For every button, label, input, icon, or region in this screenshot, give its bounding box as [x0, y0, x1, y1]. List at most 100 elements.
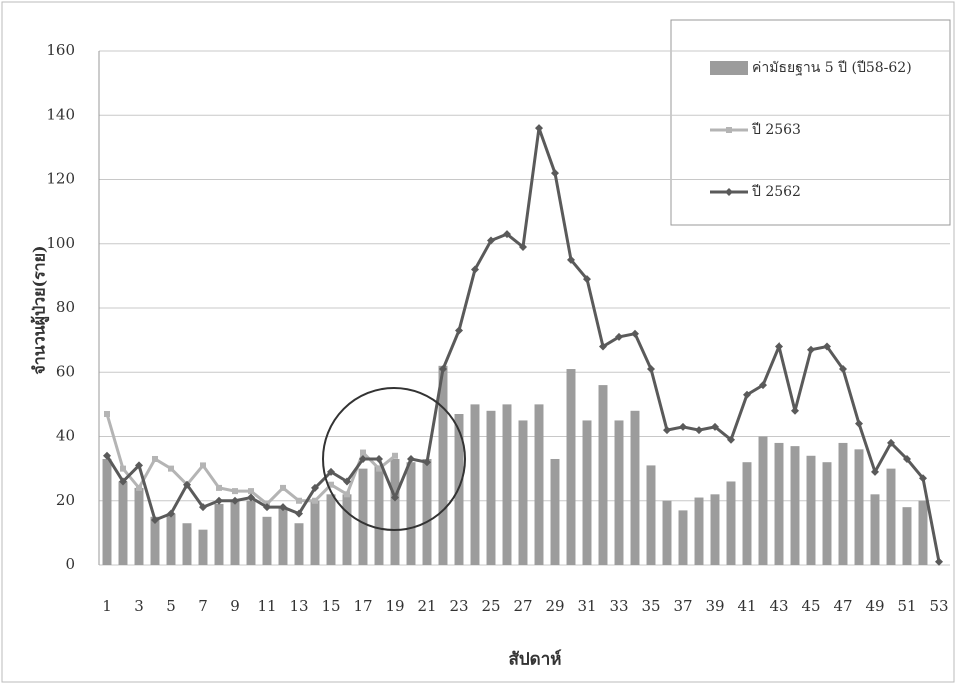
bar [790, 446, 800, 565]
line-marker [103, 451, 111, 460]
line-marker [647, 365, 655, 374]
bar [406, 462, 416, 565]
y-tick-label: 0 [65, 555, 75, 573]
bar [550, 458, 560, 565]
x-tick-label: 15 [321, 597, 340, 615]
line-marker [375, 454, 383, 463]
line-marker [183, 480, 191, 489]
x-tick-label: 49 [865, 597, 884, 615]
bar [166, 513, 176, 565]
legend-label: ปี 2563 [752, 122, 801, 138]
line-marker [263, 503, 271, 512]
x-tick-label: 39 [705, 597, 724, 615]
line-marker [663, 426, 671, 435]
bar [502, 404, 512, 565]
bar [262, 516, 272, 565]
y-tick-label: 60 [56, 362, 75, 380]
bar [806, 455, 816, 565]
line-marker [168, 465, 174, 472]
y-axis-title: จำนวนผู้ป่วย(ราย) [30, 245, 51, 374]
x-tick-label: 33 [609, 597, 628, 615]
line-marker [535, 124, 543, 133]
line-marker [343, 477, 351, 486]
bar [646, 465, 656, 565]
bar [566, 369, 576, 565]
line-marker [151, 516, 159, 525]
legend-label: ปี 2562 [752, 184, 801, 200]
y-tick-label: 20 [56, 491, 75, 509]
line-marker [823, 342, 831, 351]
line-marker [807, 345, 815, 354]
line-marker [679, 422, 687, 431]
line-marker [216, 484, 222, 491]
bar [630, 410, 640, 565]
bar [534, 404, 544, 565]
line-marker [407, 454, 415, 463]
bar [294, 523, 304, 565]
line-marker [759, 381, 767, 390]
y-tick-label: 160 [46, 41, 75, 59]
x-tick-label: 3 [134, 597, 144, 615]
bar [710, 494, 720, 565]
line-marker [231, 496, 239, 505]
bar [918, 500, 928, 565]
line-marker [104, 411, 110, 418]
line-marker [215, 496, 223, 505]
x-tick-label: 53 [929, 597, 948, 615]
bar [870, 494, 880, 565]
y-tick-label: 120 [46, 170, 75, 188]
line-marker [903, 454, 911, 463]
line-marker [360, 449, 366, 456]
line-marker [471, 265, 479, 274]
x-tick-label: 1 [102, 597, 112, 615]
y-tick-label: 140 [46, 105, 75, 123]
bar [134, 487, 144, 565]
bar [486, 410, 496, 565]
x-tick-label: 5 [166, 597, 176, 615]
bar [582, 420, 592, 565]
bar [214, 503, 224, 565]
x-tick-label: 41 [737, 597, 756, 615]
bar [422, 458, 432, 565]
x-tick-label: 7 [198, 597, 208, 615]
x-tick-label: 11 [257, 597, 276, 615]
x-tick-label: 47 [833, 597, 852, 615]
bar [742, 462, 752, 565]
line-marker [743, 390, 751, 399]
x-tick-label: 35 [641, 597, 660, 615]
x-tick-label: 27 [513, 597, 532, 615]
bar [374, 465, 384, 565]
bar [838, 442, 848, 565]
bar [518, 420, 528, 565]
bar [118, 481, 128, 565]
bar [390, 458, 400, 565]
line-marker [167, 509, 175, 518]
line-marker [296, 497, 302, 504]
bar [726, 481, 736, 565]
line-marker [725, 188, 733, 196]
bar [774, 442, 784, 565]
bar [470, 404, 480, 565]
line-marker [726, 127, 732, 133]
line-marker [919, 474, 927, 483]
annotation-circle [322, 387, 466, 531]
line-marker [328, 481, 334, 488]
bar [358, 468, 368, 565]
bar [102, 458, 112, 565]
x-tick-label: 19 [385, 597, 404, 615]
line-marker [327, 467, 335, 476]
bar [438, 365, 448, 565]
line-marker [120, 465, 126, 472]
bar [310, 500, 320, 565]
line-marker [152, 455, 158, 462]
bar [902, 507, 912, 565]
line-marker [247, 493, 255, 502]
line-marker [551, 169, 559, 178]
line-marker [583, 275, 591, 284]
x-tick-label: 31 [577, 597, 596, 615]
legend-swatch [710, 61, 748, 75]
bar [598, 385, 608, 565]
x-tick-label: 21 [417, 597, 436, 615]
